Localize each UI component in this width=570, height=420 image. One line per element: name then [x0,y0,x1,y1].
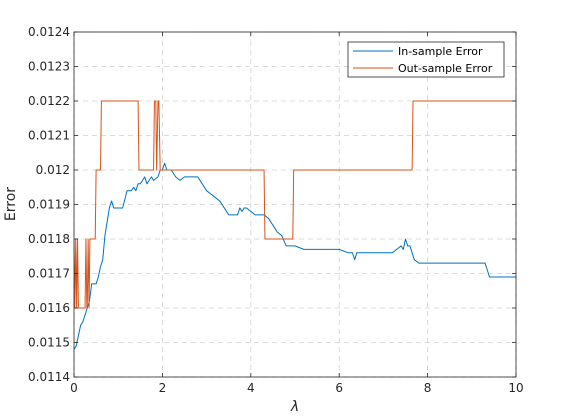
series-line-in-sample [74,162,516,350]
y-tick-label: 0.0114 [28,370,70,384]
y-tick-label: 0.0115 [28,336,70,350]
x-tick-label: 10 [508,381,523,395]
y-tick-label: 0.0117 [28,267,70,281]
series-line-out-sample [74,100,516,309]
y-tick-label: 0.0116 [28,301,70,315]
x-axis-label: λ [290,399,299,415]
legend-label-in-sample: In-sample Error [398,45,483,58]
y-tick-label: 0.0122 [28,94,70,108]
x-tick-label: 6 [335,381,343,395]
y-tick-label: 0.012 [36,163,70,177]
y-tick-label: 0.0123 [28,60,70,74]
series-layer [74,100,516,350]
y-axis-label: Error [3,187,19,221]
x-tick-label: 2 [159,381,167,395]
legend-label-out-sample: Out-sample Error [398,62,493,75]
legend: In-sample Error Out-sample Error [347,41,505,78]
axis-ticks [73,31,517,378]
y-tick-label: 0.0119 [28,198,70,212]
y-tick-labels: 0.0114 0.0115 0.0116 0.0117 0.0118 0.0119 0.01… [28,25,70,384]
y-tick-label: 0.0124 [28,25,70,39]
x-tick-label: 8 [424,381,432,395]
y-tick-label: 0.0121 [28,129,70,143]
x-tick-label: 4 [247,381,255,395]
y-tick-label: 0.0118 [28,232,70,246]
x-tick-label: 0 [70,381,78,395]
x-tick-labels: 0 2 4 6 8 10 [70,381,523,395]
legend-box [347,41,505,78]
